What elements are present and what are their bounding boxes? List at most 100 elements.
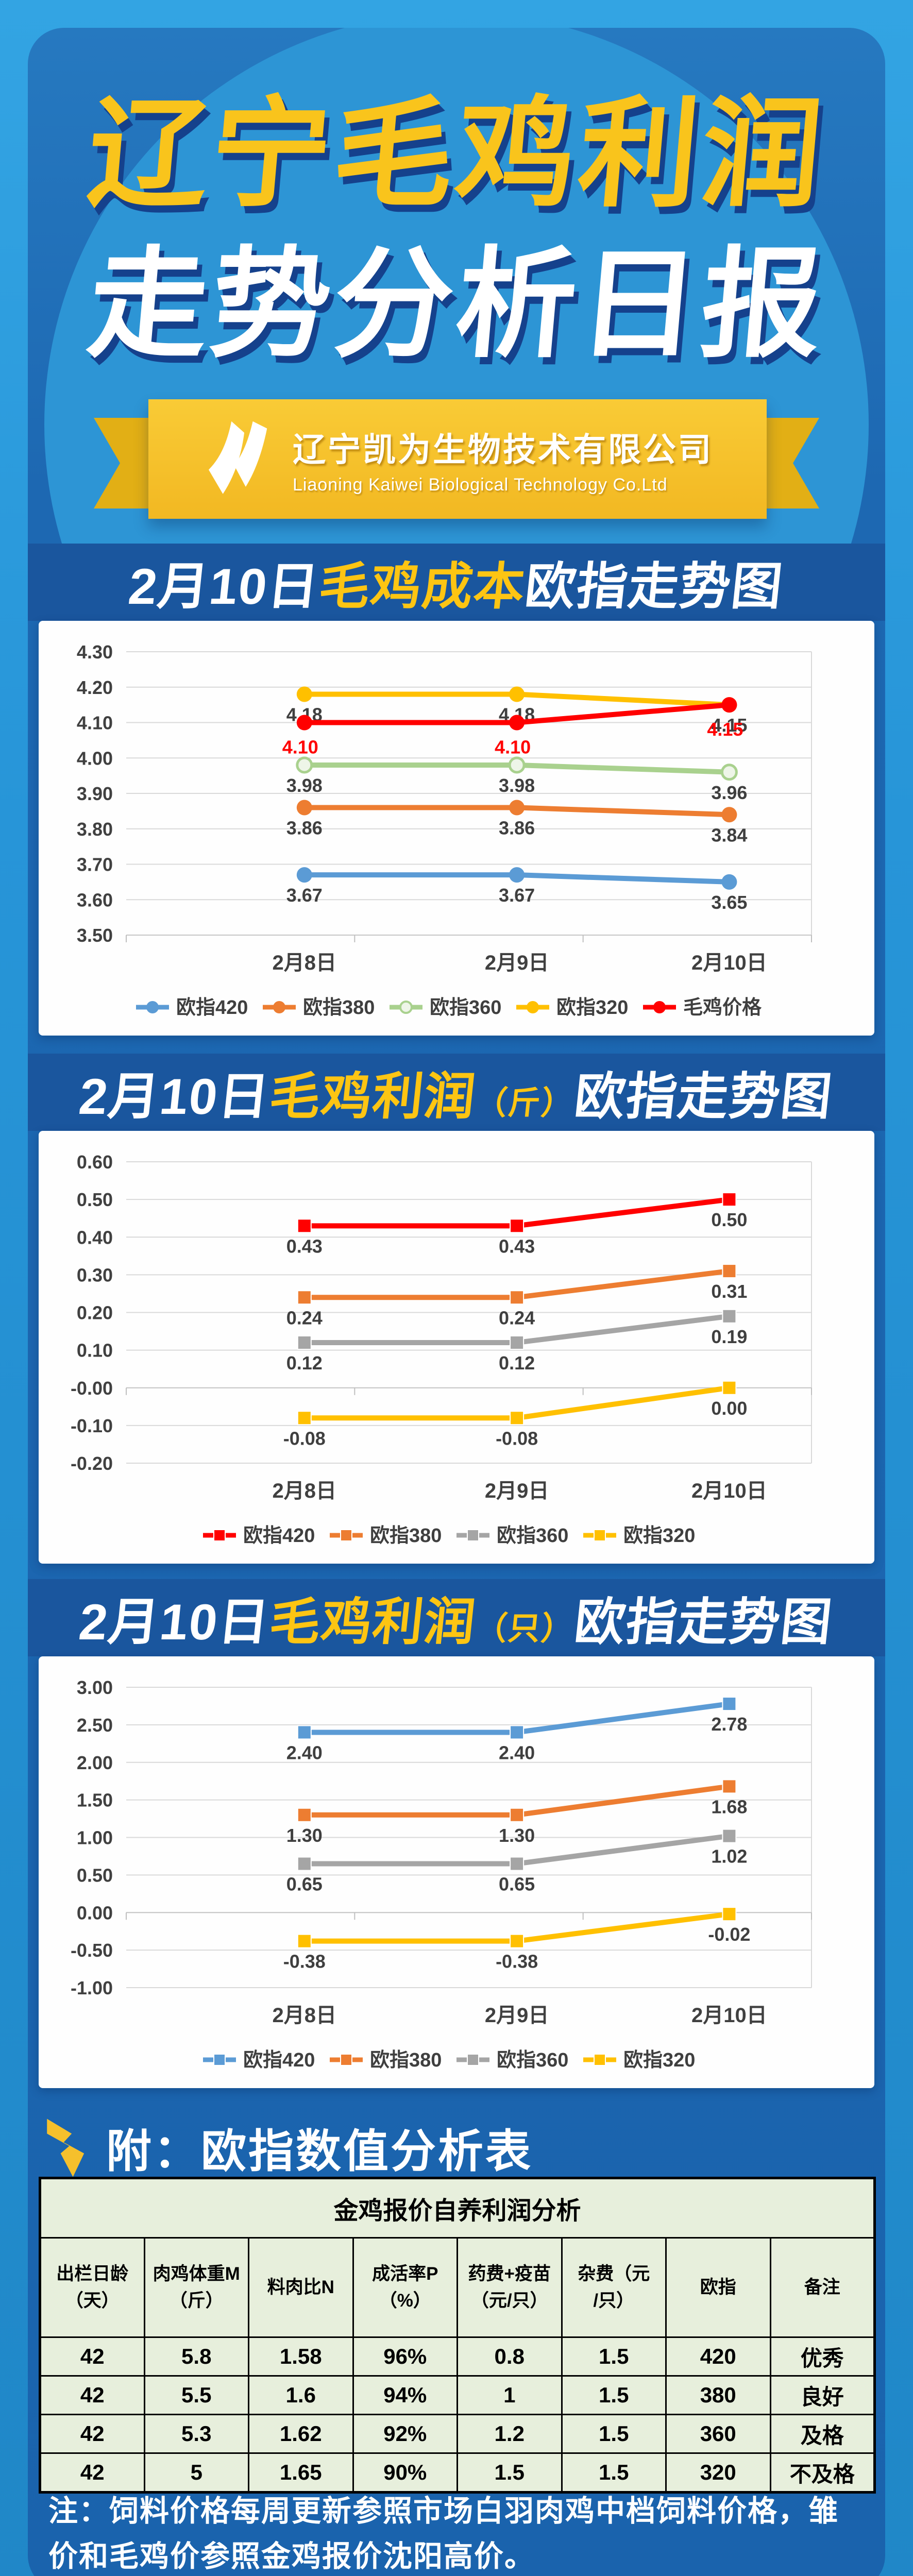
svg-text:0.50: 0.50 [711,1209,747,1230]
series-欧指320: -0.38 -0.38 -0.02 [283,1907,750,1972]
svg-text:0.65: 0.65 [286,1874,323,1895]
table-cell: 1 [457,2375,563,2415]
svg-text:0.31: 0.31 [711,1281,747,1302]
svg-text:-0.38: -0.38 [283,1951,326,1972]
gridlines: 4.30 4.20 4.10 4.00 3.90 3.80 3.70 3.60 3.50 [77,641,812,946]
series-欧指380: 0.24 0.24 0.31 [286,1264,747,1328]
svg-text:3.98: 3.98 [499,775,535,796]
svg-text:4.00: 4.00 [77,748,113,769]
category-labels: 2月8日 2月9日 2月10日 [273,2004,767,2027]
svg-text:-0.08: -0.08 [283,1428,326,1449]
chart-3-title-unit: （只） [473,1611,577,1647]
svg-text:3.80: 3.80 [77,819,113,840]
svg-text:2.40: 2.40 [499,1742,535,1763]
chart-2-card: 0.60 0.50 0.40 0.30 0.20 0.10 -0.00 -0.10 -0.20 0… [39,1131,874,1564]
svg-text:0.40: 0.40 [77,1227,113,1248]
company-logo-icon [208,421,267,494]
table-cell: 90% [352,2452,458,2493]
table-title: 金鸡报价自养利润分析 [39,2177,875,2239]
svg-text:4.10: 4.10 [282,737,318,758]
svg-text:2月10日: 2月10日 [691,1480,767,1502]
svg-text:2.78: 2.78 [711,1714,747,1735]
svg-text:欧指320: 欧指320 [623,2049,695,2071]
series-欧指360: 0.65 0.65 1.02 [286,1828,747,1895]
svg-text:0.60: 0.60 [77,1151,113,1173]
svg-text:4.10: 4.10 [77,713,113,734]
table-header-cell: 杂费（元 /只） [561,2237,667,2338]
svg-text:毛鸡价格: 毛鸡价格 [683,997,762,1019]
table-cell: 5 [143,2452,249,2493]
chart-3-title-prefix: 2月10日 [76,1594,273,1650]
svg-text:3.60: 3.60 [77,889,113,910]
svg-text:3.70: 3.70 [77,854,113,875]
company-ribbon: 辽宁凯为生物技术有限公司 Liaoning Kaiwei Biological … [28,399,885,523]
svg-text:2.50: 2.50 [77,1715,113,1736]
chart-1-title-highlight: 毛鸡成本 [316,558,529,615]
table-header-cell: 药费+疫苗 （元/只） [457,2237,563,2338]
analysis-section-header: 附：欧指数值分析表 [43,2115,533,2180]
svg-text:1.30: 1.30 [499,1825,535,1846]
legend: 欧指420 欧指380 欧指360 欧指320 [203,1525,695,1547]
svg-text:0.12: 0.12 [499,1352,535,1374]
table-cell: 420 [665,2336,771,2377]
svg-text:0.19: 0.19 [711,1326,747,1347]
table-cell: 及格 [769,2414,875,2454]
svg-text:欧指420: 欧指420 [243,2049,315,2071]
series-欧指420: 0.43 0.43 0.50 [286,1192,747,1257]
svg-text:3.67: 3.67 [499,885,535,906]
svg-text:2月9日: 2月9日 [485,2004,549,2027]
x-axis [126,935,812,942]
table-cell: 1.5 [457,2452,563,2493]
legend: 欧指420 欧指380 欧指360 欧指320 [203,2049,695,2071]
series-毛鸡价格: 4.10 4.10 4.15 [282,697,743,758]
svg-text:4.30: 4.30 [77,641,113,663]
profit-per-bird-chart: 3.00 2.50 2.00 1.50 1.00 0.50 0.00 -0.50 -1.00 2.… [71,1677,812,2071]
table-row: 42 5.5 1.6 94% 1 1.5 380 良好 [39,2375,875,2415]
analysis-table: 金鸡报价自养利润分析 出栏日龄 （天） 肉鸡体重M （斤） 料肉比N 成活率P （%）药… [39,2177,876,2494]
table-cell: 42 [39,2452,145,2493]
table-header-cell: 肉鸡体重M （斤） [143,2237,249,2338]
table-cell: 1.5 [561,2452,667,2493]
table-header-cell: 成活率P （%） [352,2237,458,2338]
svg-text:0.43: 0.43 [286,1235,323,1257]
svg-text:-0.08: -0.08 [496,1428,538,1449]
chart-2-title-highlight: 毛鸡利润 [267,1068,479,1125]
table-cell: 5.8 [143,2336,249,2377]
svg-text:0.24: 0.24 [499,1307,535,1328]
series-欧指360: 0.12 0.12 0.19 [286,1309,747,1374]
ribbon-band: 辽宁凯为生物技术有限公司 Liaoning Kaiwei Biological … [148,399,767,519]
chart-1-title-bar: 2月10日毛鸡成本欧指走势图 [28,544,885,621]
table-cell: 不及格 [769,2452,875,2493]
svg-text:0.00: 0.00 [711,1398,747,1419]
series-欧指420: 2.40 2.40 2.78 [286,1697,747,1763]
svg-text:3.67: 3.67 [286,885,323,906]
chart-2-title-suffix: 欧指走势图 [572,1068,836,1125]
gridlines: 0.60 0.50 0.40 0.30 0.20 0.10 -0.00 -0.10 -0.20 [71,1151,812,1474]
svg-text:2.00: 2.00 [77,1752,113,1773]
analysis-table-wrap: 金鸡报价自养利润分析 出栏日龄 （天） 肉鸡体重M （斤） 料肉比N 成活率P （%）药… [39,2177,876,2494]
svg-text:3.65: 3.65 [711,892,747,913]
svg-text:3.84: 3.84 [711,824,747,845]
svg-text:0.30: 0.30 [77,1264,113,1285]
table-cell: 94% [352,2375,458,2415]
svg-text:-0.50: -0.50 [71,1940,113,1961]
svg-text:欧指420: 欧指420 [176,997,248,1019]
table-cell: 92% [352,2414,458,2454]
table-cell: 42 [39,2336,145,2377]
table-cell: 1.6 [248,2375,354,2415]
svg-text:3.90: 3.90 [77,783,113,804]
x-axis [126,1387,812,1395]
svg-text:0.20: 0.20 [77,1302,113,1324]
svg-text:0.00: 0.00 [77,1902,113,1923]
svg-text:3.50: 3.50 [77,925,113,946]
svg-text:4.15: 4.15 [711,715,747,736]
svg-text:-0.20: -0.20 [71,1453,113,1474]
chart-3-card: 3.00 2.50 2.00 1.50 1.00 0.50 0.00 -0.50 -1.00 2.… [39,1656,874,2088]
profit-per-jin-chart: 0.600.500.400.300.200.10-0.00-0.10-0.200… [71,1151,812,1547]
svg-text:2月10日: 2月10日 [691,952,767,974]
svg-text:1.02: 1.02 [711,1846,747,1867]
main-panel: 辽宁毛鸡利润 走势分析日报 辽宁凯为生物技术有限公司 Liaoning Kaiw… [28,28,885,2576]
table-cell: 1.5 [561,2414,667,2454]
table-cell: 0.8 [457,2336,563,2377]
svg-text:-0.02: -0.02 [708,1924,750,1945]
